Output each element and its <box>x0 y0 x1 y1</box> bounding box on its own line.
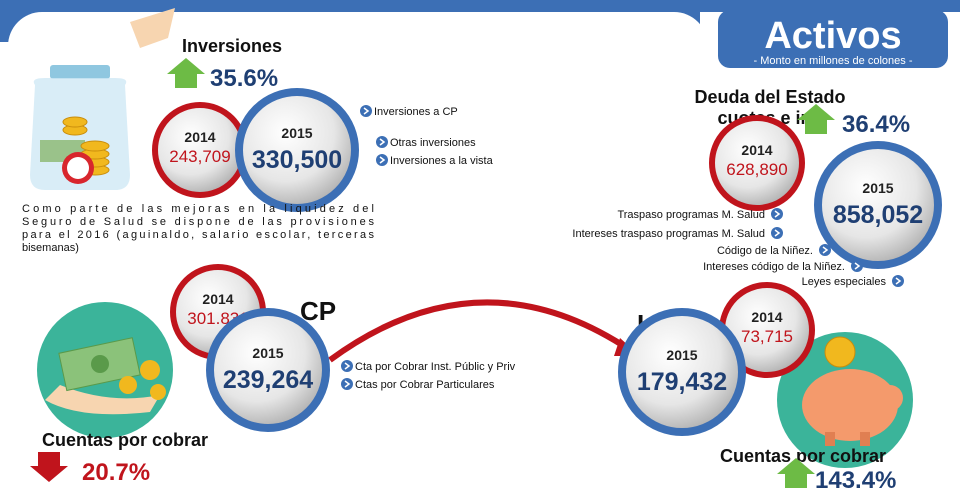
piggy-illustration <box>777 332 913 468</box>
item-label: Intereses traspaso programas M. Salud <box>572 228 765 240</box>
item-label: Leyes especiales <box>802 276 887 288</box>
change-pct: 143.4% <box>815 467 896 493</box>
bullet-icon <box>819 244 831 256</box>
item-label: Intereses código de la Niñez. <box>703 261 845 273</box>
bullet-icon <box>341 378 353 390</box>
arrow <box>328 299 632 363</box>
value-label: 243,709 <box>169 147 230 166</box>
change-pct: 36.4% <box>842 111 910 138</box>
bullet-icon <box>376 136 388 148</box>
subtitle: - Monto en millones de colones - <box>754 55 913 67</box>
bullet-icon <box>851 260 863 272</box>
bullet-chevron <box>774 229 781 237</box>
up-arrow <box>797 104 835 134</box>
item-label: Inversiones a la vista <box>390 155 494 167</box>
bullet-chevron <box>774 210 781 218</box>
bullet-icon <box>376 154 388 166</box>
item-label: Cta por Cobrar Inst. Públic y Priv <box>355 361 516 373</box>
year-label: 2015 <box>281 125 312 141</box>
note-line: bisemanas) <box>22 242 79 254</box>
up-arrow <box>167 58 205 88</box>
item-label: Inversiones a CP <box>374 106 458 118</box>
bullet-icon <box>892 275 904 287</box>
change-pct: 35.6% <box>210 65 278 92</box>
value-circle <box>814 141 942 269</box>
note-line: Seguro de Salud se dispone de las provis… <box>22 216 375 228</box>
up-arrow <box>777 458 815 488</box>
bullet-icon <box>771 208 783 220</box>
value-circle <box>206 308 330 432</box>
value-label: 858,052 <box>833 201 923 229</box>
bullet-chevron <box>379 156 386 164</box>
value-circle <box>618 308 746 436</box>
value-label: 628,890 <box>726 160 787 179</box>
title: Activos <box>764 15 901 57</box>
money-illustration <box>37 302 173 438</box>
bullet-chevron <box>822 246 829 254</box>
item-label: Ctas por Cobrar Particulares <box>355 379 495 391</box>
year-label: 2015 <box>862 180 893 196</box>
down-arrow <box>30 452 68 482</box>
section-title: Cuentas por cobrar <box>720 446 886 466</box>
item-label: Traspaso programas M. Salud <box>617 209 765 221</box>
year-label: 2014 <box>184 129 215 145</box>
value-circle <box>709 115 805 211</box>
item-label: Código de la Niñez. <box>717 245 813 257</box>
value-label: 179,432 <box>637 368 727 396</box>
year-label: 2015 <box>666 347 697 363</box>
year-label: 2014 <box>741 142 772 158</box>
bullet-chevron <box>363 107 370 115</box>
bullet-chevron <box>379 138 386 146</box>
bullet-chevron <box>895 277 902 285</box>
year-label: 2015 <box>252 345 283 361</box>
value-label: 330,500 <box>252 146 342 174</box>
bullet-chevron <box>344 380 351 388</box>
year-label: 2014 <box>202 291 233 307</box>
year-label: 2014 <box>751 309 782 325</box>
jar-illustration <box>30 8 175 190</box>
title-box <box>718 10 948 68</box>
section-title: Deuda del Estado <box>694 87 845 107</box>
bullet-chevron <box>854 262 861 270</box>
bullet-icon <box>341 360 353 372</box>
value-label: 239,264 <box>223 366 313 394</box>
value-circle <box>235 88 359 212</box>
value-label: 73,715 <box>741 327 793 346</box>
section-label: CP <box>300 296 336 326</box>
bullet-icon <box>771 227 783 239</box>
change-pct: 20.7% <box>82 459 150 486</box>
section-title: Cuentas por cobrar <box>42 430 208 450</box>
bullet-icon <box>360 105 372 117</box>
section-title: Inversiones <box>182 36 282 56</box>
item-label: Otras inversiones <box>390 137 476 149</box>
bullet-chevron <box>344 362 351 370</box>
note-line: Como parte de las mejoras en la liquidez… <box>22 203 374 215</box>
